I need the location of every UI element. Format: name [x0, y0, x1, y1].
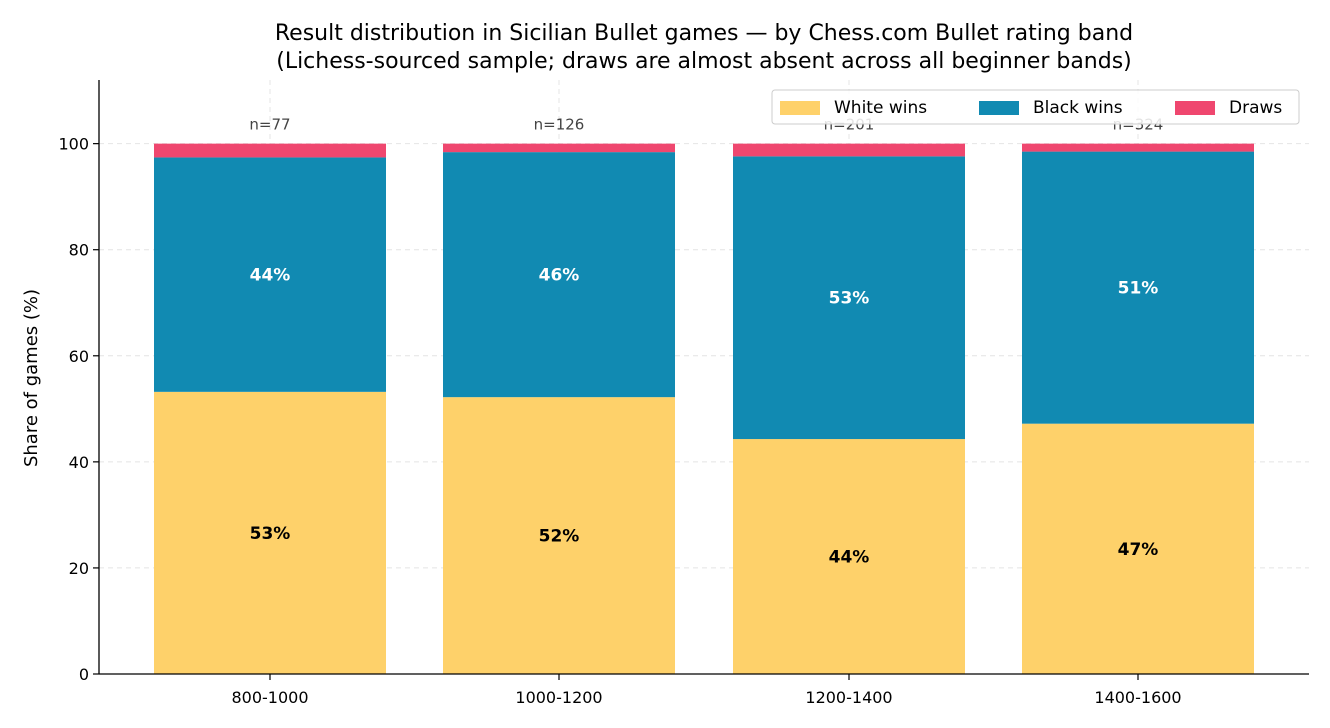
bar-white-wins	[443, 397, 675, 674]
chart-title: Result distribution in Sicilian Bullet g…	[275, 21, 1133, 46]
x-tick-label: 1200-1400	[805, 688, 892, 707]
y-tick-label: 80	[69, 241, 89, 260]
bar-draws	[733, 143, 965, 157]
data-label: 53%	[829, 289, 870, 309]
bar-white-wins	[1022, 423, 1254, 674]
bar-white-wins	[154, 391, 386, 674]
y-tick-label: 40	[69, 453, 89, 472]
sample-size-label: n=77	[249, 116, 290, 134]
y-tick-label: 60	[69, 347, 89, 366]
data-label: 51%	[1118, 279, 1159, 299]
y-tick-label: 100	[58, 135, 89, 154]
data-label: 53%	[250, 524, 291, 544]
bar-white-wins	[733, 439, 965, 674]
legend-swatch	[979, 101, 1019, 115]
legend-swatch	[780, 101, 820, 115]
y-axis-label: Share of games (%)	[21, 289, 42, 467]
bar-black-wins	[1022, 151, 1254, 424]
x-tick-label: 800-1000	[231, 688, 308, 707]
legend-label: Draws	[1229, 98, 1282, 118]
legend-label: Black wins	[1033, 98, 1123, 118]
data-label: 47%	[1118, 540, 1159, 560]
legend-swatch	[1175, 101, 1215, 115]
x-tick-label: 1400-1600	[1094, 688, 1181, 707]
legend-box	[771, 89, 1300, 125]
chart-subtitle: (Lichess-sourced sample; draws are almos…	[276, 49, 1132, 74]
legend-label: White wins	[834, 98, 927, 118]
y-tick-label: 0	[79, 665, 89, 684]
x-tick-label: 1000-1200	[515, 688, 602, 707]
bar-black-wins	[733, 156, 965, 440]
data-label: 52%	[539, 527, 580, 547]
bar-draws	[443, 143, 675, 153]
axes: 0 20 40 60 80 100 800-1000 1000-1200 1200-1400 14…	[58, 80, 1309, 707]
bars	[154, 143, 1254, 674]
bar-labels: 53%44%n=7752%46%n=12644%53%n=20147%51%n=…	[249, 116, 1163, 568]
bar-draws	[1022, 143, 1254, 152]
bar-black-wins	[443, 152, 675, 398]
data-label: 44%	[829, 548, 870, 568]
data-label: 46%	[539, 266, 580, 286]
data-label: 44%	[250, 266, 291, 286]
bar-black-wins	[154, 157, 386, 392]
legend: White wins Black wins Draws	[771, 89, 1300, 125]
sample-size-label: n=126	[534, 116, 585, 134]
y-tick-label: 20	[69, 559, 89, 578]
bar-draws	[154, 143, 386, 158]
